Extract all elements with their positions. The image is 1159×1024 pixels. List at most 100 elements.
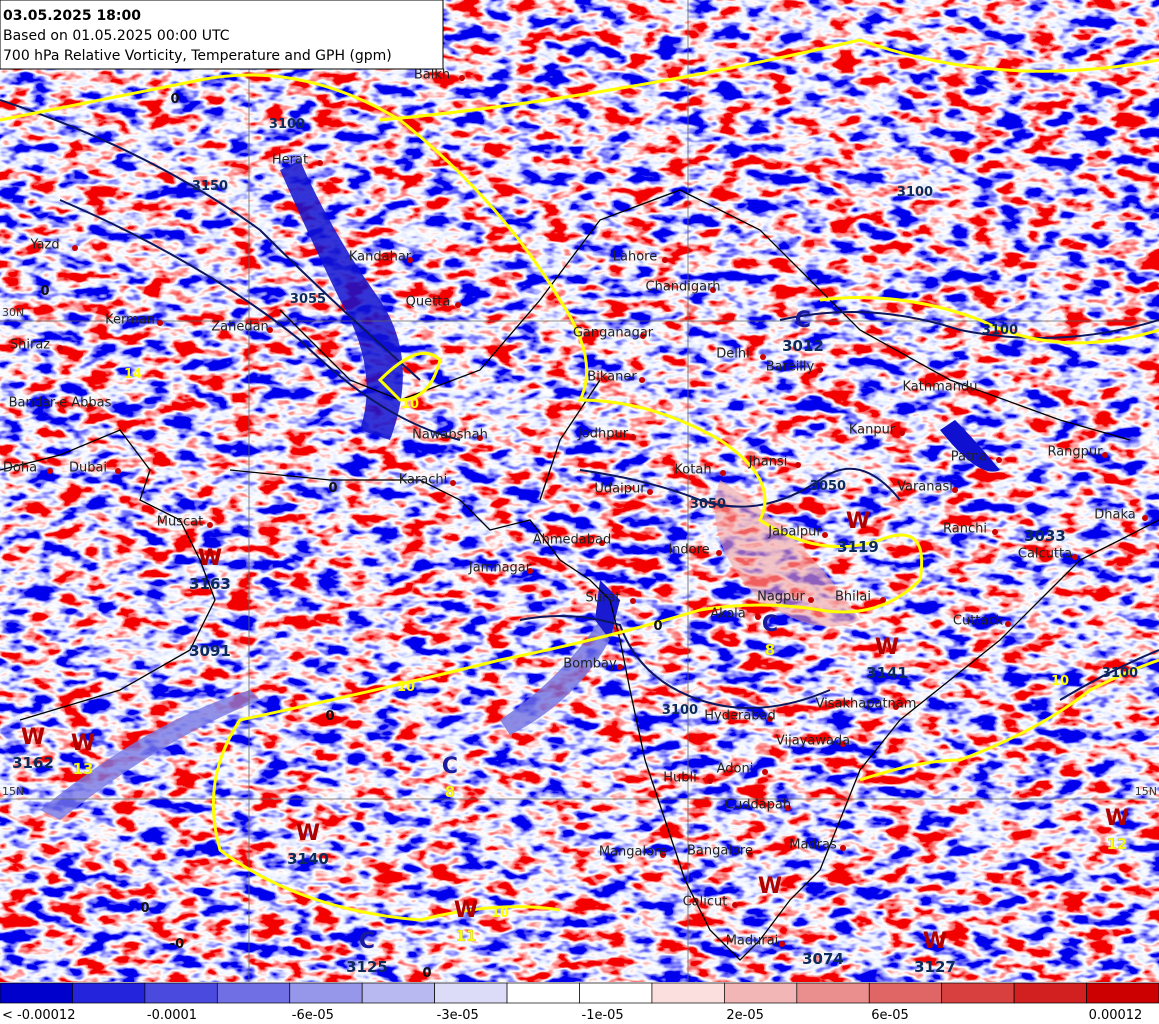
place-dot (760, 354, 766, 360)
contour-label: 0 (40, 284, 49, 299)
contour-label: 10 (401, 397, 419, 412)
contour-label: 3055 (290, 292, 326, 307)
place-label: Dhaka (1094, 508, 1135, 523)
contour-label: 14 (124, 367, 142, 382)
place-label: Jodhpur (577, 427, 629, 442)
colorbar: < -0.00012 -0.0001 -6e-05 -3e-05 -1e-05 2e-05… (0, 982, 1159, 1023)
contour-label: 10 (491, 906, 509, 921)
place-label: Ahmedabad (533, 533, 611, 548)
colorbar-swatch (1086, 982, 1159, 1004)
place-dot (992, 529, 998, 535)
center-value: 12 (1107, 835, 1128, 853)
center-letter: C (442, 754, 458, 779)
place-dot (72, 245, 78, 251)
colorbar-label: -3e-05 (437, 1008, 479, 1023)
center-value: 3012 (782, 337, 824, 355)
place-dot (899, 430, 905, 436)
place-dot (267, 327, 273, 333)
place-dot (779, 941, 785, 947)
place-label: Hyderabad (704, 709, 776, 724)
center-value: 13 (73, 760, 94, 778)
colorbar-swatch (434, 982, 508, 1004)
place-label: Madras (789, 838, 837, 853)
place-label: Jhansi (748, 455, 788, 470)
contour-label: 3050 (810, 479, 846, 494)
place-dot (87, 403, 93, 409)
place-label: Doha (3, 461, 37, 476)
colorbar-label: -6e-05 (292, 1008, 334, 1023)
center-letter: W (454, 898, 478, 923)
place-dot (747, 851, 753, 857)
place-dot (996, 457, 1002, 463)
place-label: Indore (668, 543, 709, 558)
contour-label: 10 (1051, 674, 1069, 689)
header-line: 700 hPa Relative Vorticity, Temperature … (3, 48, 392, 64)
place-dot (647, 489, 653, 495)
colorbar-swatch (651, 982, 725, 1004)
colorbar-label: < -0.00012 (2, 1008, 75, 1023)
place-label: Lahore (613, 250, 657, 265)
place-dot (660, 852, 666, 858)
center-letter: W (875, 635, 899, 660)
place-label: Rangpur (1047, 445, 1103, 460)
place-label: Vijayawada (776, 734, 850, 749)
place-label: Balkh (414, 68, 450, 83)
place-label: Bandar-e Abbas (9, 396, 112, 411)
contour-label: 3100 (1102, 666, 1138, 681)
place-dot (459, 75, 465, 81)
place-dot (47, 468, 53, 474)
place-label: Akola (710, 607, 746, 622)
colorbar-label: 0.00012 (1089, 1008, 1143, 1023)
header-line: Based on 01.05.2025 00:00 UTC (3, 28, 230, 44)
place-dot (1072, 554, 1078, 560)
colorbar-swatch (724, 982, 798, 1004)
place-dot (707, 778, 713, 784)
place-label: Hubli (663, 771, 697, 786)
center-value: 8 (445, 783, 455, 801)
header-box (0, 0, 444, 70)
colorbar-label: 2e-05 (726, 1008, 764, 1023)
contour-label: 3100 (662, 703, 698, 718)
place-label: Jabalpur (767, 525, 822, 540)
center-letter: W (923, 929, 947, 954)
colorbar-swatch (1013, 982, 1087, 1004)
colorbar-label: 6e-05 (871, 1008, 909, 1023)
place-label: Chandigarh (646, 280, 721, 295)
center-letter: C (762, 612, 778, 637)
colorbar-swatch (216, 982, 291, 1004)
colorbar-swatch (0, 982, 73, 1004)
place-dot (1142, 515, 1148, 521)
place-dot (617, 664, 623, 670)
place-label: Cuttack (953, 614, 1004, 629)
place-dot (716, 550, 722, 556)
center-value: 3162 (12, 754, 54, 772)
contour-label: 3100 (269, 117, 305, 132)
place-label: Nawabshah (412, 428, 488, 443)
place-dot (599, 540, 605, 546)
center-letter: W (21, 725, 45, 750)
grid-label: 30N (2, 306, 24, 319)
place-dot (157, 320, 163, 326)
place-dot (795, 462, 801, 468)
place-label: Delhi (716, 347, 749, 362)
center-letter: C (359, 929, 375, 954)
place-dot (639, 377, 645, 383)
place-label: Calicut (683, 895, 728, 910)
header-line: 03.05.2025 18:00 (3, 8, 141, 24)
place-dot (1005, 621, 1011, 627)
contour-label: 0 (422, 966, 431, 981)
place-dot (710, 287, 716, 293)
place-label: Karachi (399, 473, 448, 488)
place-label: Patna (951, 450, 988, 465)
colorbar-swatch (579, 982, 653, 1004)
colorbar-label: -0.0001 (147, 1008, 197, 1023)
place-label: Kanpur (849, 423, 896, 438)
contour-label: 0 (325, 709, 334, 724)
place-label: Shiraz (10, 338, 50, 353)
place-dot (207, 522, 213, 528)
grid (0, 0, 1159, 982)
vorticity-field (0, 0, 1159, 982)
place-label: Bombay (563, 657, 617, 672)
place-label: Ranchi (943, 522, 987, 537)
